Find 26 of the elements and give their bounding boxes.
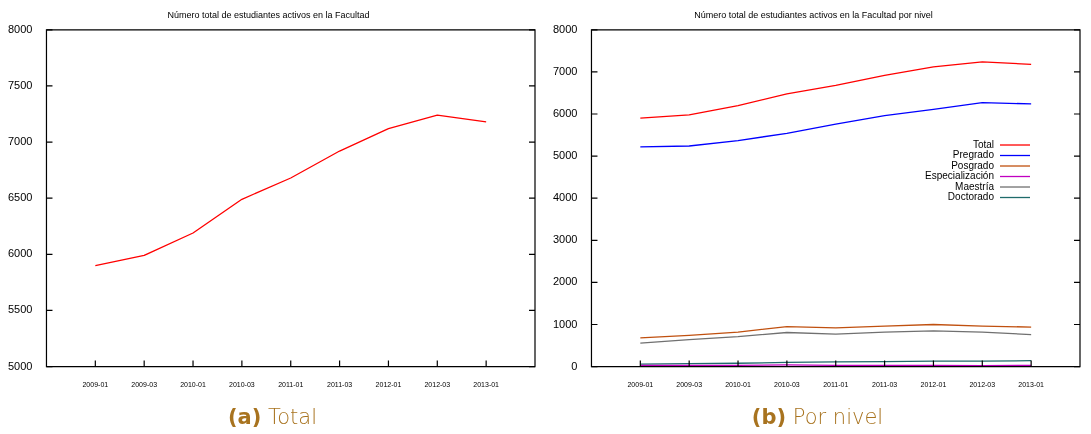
y-tick-label: 8000	[7, 22, 33, 35]
text: (a) Total	[226, 405, 319, 429]
legend-label: Total	[972, 138, 994, 150]
legend-label: Posgrado	[951, 159, 995, 171]
y-tick-label: 1000	[552, 317, 578, 330]
y-tick-label: 2000	[552, 275, 578, 288]
legend-label: Especialización	[925, 170, 994, 182]
y-tick-label: 8000	[552, 22, 578, 35]
y-tick-label: 7000	[552, 64, 578, 77]
y-tick-label: 3000	[552, 233, 578, 246]
y-tick-label: 4000	[552, 191, 578, 204]
y-tick-label: 6500	[7, 191, 33, 204]
legend-label: Doctorado	[947, 191, 995, 203]
legend-label: Pregrado	[952, 149, 995, 161]
y-tick-label: 6000	[7, 247, 33, 260]
text: (b) Por nivel	[750, 405, 885, 429]
y-tick-label: 7500	[7, 78, 33, 91]
y-tick-label: 6000	[552, 107, 578, 120]
y-tick-label: 5000	[7, 359, 33, 372]
chart-title: Número total de estudiantes activos en la Facultad	[167, 9, 370, 20]
y-tick-label: 7000	[7, 135, 33, 148]
y-tick-label: 5000	[552, 149, 578, 162]
chart-title: Número total de estudiantes activos en la Facultad por nivel	[694, 9, 933, 20]
legend-label: Maestría	[955, 180, 995, 192]
y-tick-label: 0	[571, 359, 578, 372]
y-tick-label: 5500	[7, 303, 33, 316]
